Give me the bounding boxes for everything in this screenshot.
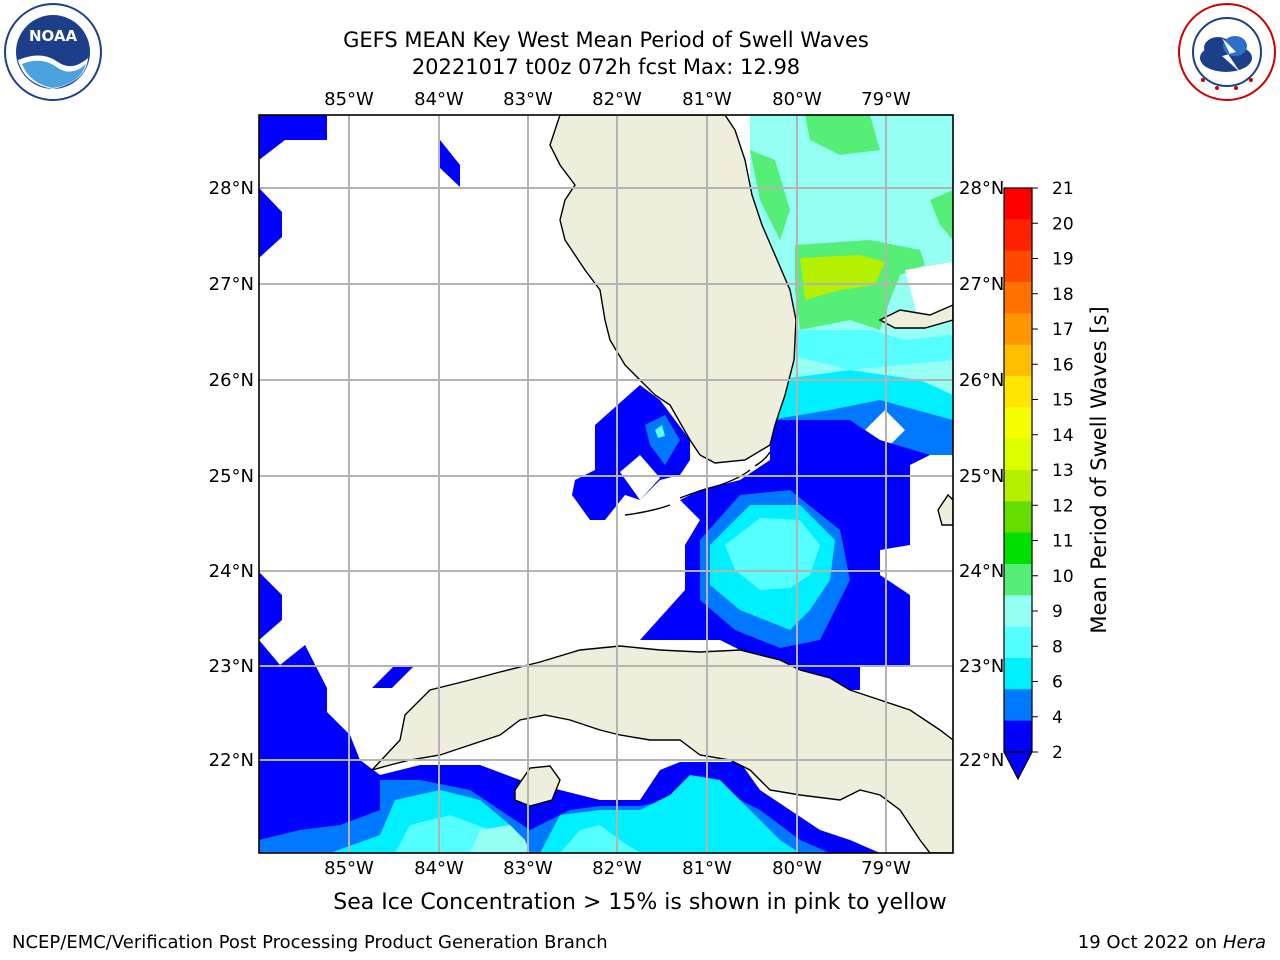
lat-label: 28°N xyxy=(209,178,254,199)
colorbar-tick-label: 19 xyxy=(1052,250,1074,270)
colorbar-tick-label: 9 xyxy=(1052,602,1063,622)
cuba xyxy=(369,645,953,853)
isle-of-youth xyxy=(514,765,561,807)
footer-credit: NCEP/EMC/Verification Post Processing Pr… xyxy=(12,932,608,953)
lat-label: 25°N xyxy=(209,466,254,487)
colorbar-ticks: 21 20 19 18 17 16 15 14 13 12 11 10 9 8 6 4 2 xyxy=(1032,179,1074,763)
lon-label: 83°W xyxy=(503,89,553,110)
colorbar-band xyxy=(1004,564,1032,596)
colorbar-band xyxy=(1004,658,1032,690)
lon-label: 79°W xyxy=(861,858,911,879)
lat-labels-left: 28°N 27°N 26°N 25°N 24°N 23°N 22°N xyxy=(209,178,254,771)
lat-label: 24°N xyxy=(209,561,254,582)
lat-label: 28°N xyxy=(959,178,1004,199)
colorbar-band xyxy=(1004,250,1032,283)
map-frame xyxy=(258,114,954,854)
colorbar-band xyxy=(1004,219,1032,252)
colorbar-tick-label: 14 xyxy=(1052,426,1074,446)
chart-subtitle: 20221017 t00z 072h fcst Max: 12.98 xyxy=(411,55,801,79)
lat-label: 22°N xyxy=(959,750,1004,771)
lon-label: 82°W xyxy=(592,858,642,879)
lat-label: 23°N xyxy=(959,656,1004,677)
footer-date-text: 19 Oct 2022 on xyxy=(1077,932,1223,953)
colorbar-band xyxy=(1004,532,1032,565)
colorbar-tick-label: 2 xyxy=(1052,743,1063,763)
map-field xyxy=(259,115,953,853)
lon-labels-bottom: 85°W 84°W 83°W 82°W 81°W 80°W 79°W xyxy=(324,858,911,879)
colorbar-band xyxy=(1004,501,1032,534)
colorbar-band xyxy=(1004,720,1032,753)
lon-label: 81°W xyxy=(682,858,732,879)
sea-ice-note: Sea Ice Concentration > 15% is shown in … xyxy=(333,890,947,915)
lat-label: 27°N xyxy=(209,274,254,295)
colorbar-band xyxy=(1004,344,1032,377)
colorbar-tick-label: 17 xyxy=(1052,320,1074,340)
andros xyxy=(937,493,953,526)
caribbean-swell-field xyxy=(259,760,880,853)
footer-date: 19 Oct 2022 on Hera xyxy=(1078,932,1266,953)
footer-machine: Hera xyxy=(1222,932,1266,953)
colorbar-tick-label: 4 xyxy=(1052,708,1063,728)
lat-label: 24°N xyxy=(959,561,1004,582)
lat-label: 23°N xyxy=(209,656,254,677)
colorbar-band xyxy=(1004,470,1032,502)
atlantic-swell-field xyxy=(750,115,953,460)
colorbar-tick-label: 6 xyxy=(1052,673,1063,693)
lat-label: 22°N xyxy=(209,750,254,771)
lat-label: 26°N xyxy=(959,370,1004,391)
colorbar-tick-label: 20 xyxy=(1052,214,1074,234)
lon-label: 85°W xyxy=(324,858,374,879)
florida-peninsula xyxy=(549,115,797,464)
colorbar-tick-label: 13 xyxy=(1052,461,1074,481)
noaa-logo-text: NOAA xyxy=(29,27,78,45)
noaa-logo: NOAA xyxy=(4,3,102,101)
lat-label: 26°N xyxy=(209,370,254,391)
lon-label: 84°W xyxy=(414,858,464,879)
nws-logo xyxy=(1178,3,1276,101)
colorbar-label: Mean Period of Swell Waves [s] xyxy=(1087,306,1111,633)
colorbar-tick-label: 16 xyxy=(1052,355,1074,375)
colorbar-band xyxy=(1004,689,1032,722)
lon-label: 80°W xyxy=(772,89,822,110)
lon-label: 82°W xyxy=(592,89,642,110)
bahamas-west xyxy=(878,304,953,329)
chart-title: GEFS MEAN Key West Mean Period of Swell … xyxy=(343,28,869,52)
colorbar-band xyxy=(1004,376,1032,408)
lon-label: 81°W xyxy=(682,89,732,110)
colorbar-band xyxy=(1004,407,1032,440)
graticule xyxy=(259,115,953,853)
colorbar-band xyxy=(1004,313,1032,346)
colorbar-tick-label: 11 xyxy=(1052,532,1074,552)
lon-label: 85°W xyxy=(324,89,374,110)
lon-labels-top: 85°W 84°W 83°W 82°W 81°W 80°W 79°W xyxy=(324,89,911,110)
lat-label: 27°N xyxy=(959,274,1004,295)
florida-keys xyxy=(624,451,771,516)
colorbar-tick-label: 12 xyxy=(1052,496,1074,516)
lat-label: 25°N xyxy=(959,466,1004,487)
lon-label: 83°W xyxy=(503,858,553,879)
lon-label: 79°W xyxy=(861,89,911,110)
lon-label: 80°W xyxy=(772,858,822,879)
colorbar-band xyxy=(1004,595,1032,628)
colorbar-bands xyxy=(1004,188,1032,753)
colorbar-tick-label: 10 xyxy=(1052,567,1074,587)
lat-labels-right: 28°N 27°N 26°N 25°N 24°N 23°N 22°N xyxy=(959,178,1004,771)
colorbar-band xyxy=(1004,188,1032,220)
colorbar-band xyxy=(1004,438,1032,471)
colorbar-extend-arrow xyxy=(1003,751,1033,781)
colorbar-tick-label: 8 xyxy=(1052,637,1063,657)
colorbar-band xyxy=(1004,282,1032,314)
colorbar: 21 20 19 18 17 16 15 14 13 12 11 10 9 8 6 4 2 Mean Perio… xyxy=(1003,179,1111,781)
lon-label: 84°W xyxy=(414,89,464,110)
colorbar-tick-label: 21 xyxy=(1052,179,1074,199)
colorbar-tick-label: 15 xyxy=(1052,391,1074,411)
colorbar-tick-label: 18 xyxy=(1052,285,1074,305)
gulf-swell-patches xyxy=(259,115,460,760)
land-masses xyxy=(369,115,953,853)
colorbar-band xyxy=(1004,626,1032,659)
